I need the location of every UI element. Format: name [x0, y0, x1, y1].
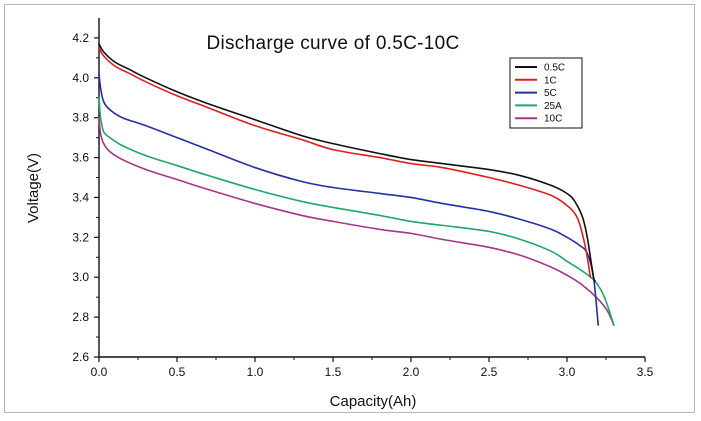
y-tick-label: 3.6 — [72, 151, 89, 165]
axis-ticks: 0.0 0.5 1.0 1.5 2.0 2.5 3.0 3.5 2.6 2.8 3.0 3.2 3.4 3… — [72, 31, 653, 379]
x-tick-label: 3.0 — [559, 365, 576, 379]
series-line-0.5c — [98, 43, 596, 283]
y-tick-label: 3.0 — [72, 270, 89, 284]
y-axis-title: Voltage(V) — [25, 153, 42, 223]
y-tick-label: 3.4 — [72, 190, 89, 204]
y-tick-label: 2.6 — [72, 350, 89, 364]
chart-title: Discharge curve of 0.5C-10C — [206, 33, 459, 54]
y-tick-label: 2.8 — [72, 310, 89, 324]
y-tick-label: 4.2 — [72, 31, 89, 45]
series-line-25a — [98, 96, 615, 326]
legend-label: 25A — [544, 101, 562, 112]
legend-label: 5C — [544, 88, 557, 99]
series-lines — [98, 43, 615, 326]
legend-label: 1C — [544, 75, 557, 86]
x-axis-title: Capacity(Ah) — [330, 393, 417, 410]
x-tick-label: 0.0 — [91, 365, 108, 379]
series-line-10c — [98, 116, 615, 326]
x-tick-label: 1.5 — [325, 365, 342, 379]
legend-label: 0.5C — [544, 63, 565, 74]
x-tick-label: 2.0 — [403, 365, 420, 379]
series-line-1c — [98, 47, 592, 279]
x-tick-label: 0.5 — [169, 365, 186, 379]
x-tick-label: 2.5 — [481, 365, 498, 379]
y-tick-label: 3.2 — [72, 230, 89, 244]
x-tick-label: 1.0 — [247, 365, 264, 379]
x-tick-label: 3.5 — [637, 365, 654, 379]
series-line-5c — [98, 73, 599, 326]
legend-label: 10C — [544, 114, 562, 125]
y-tick-label: 4.0 — [72, 71, 89, 85]
y-tick-label: 3.8 — [72, 111, 89, 125]
